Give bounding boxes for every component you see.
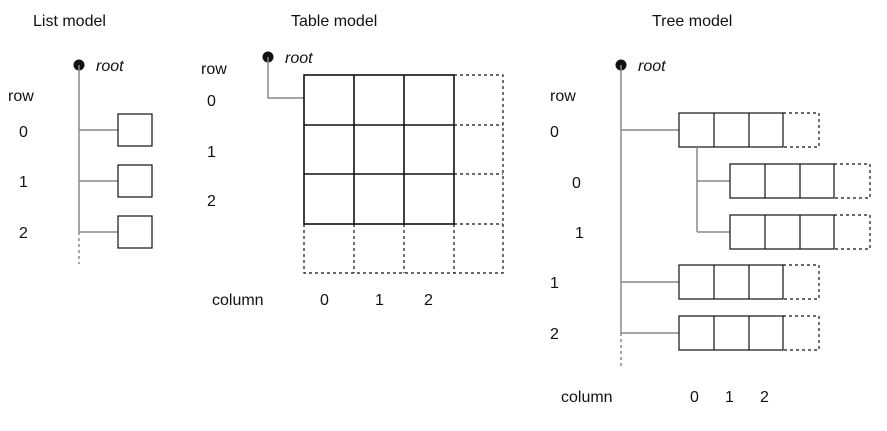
list-root-label: root (96, 58, 124, 75)
tree-column-label: 0 (690, 389, 699, 406)
table-column-label: 2 (424, 292, 433, 309)
table-column-label: 1 (375, 292, 384, 309)
tree-column-header: column (561, 389, 613, 406)
tree-column-label: 1 (725, 389, 734, 406)
table-column-header: column (212, 292, 264, 309)
table-row-label: 2 (207, 193, 216, 210)
table-root-connector (267, 57, 304, 99)
tree-row-label: 2 (550, 326, 559, 343)
tree-row-cells (729, 163, 871, 199)
list-item-cell (117, 164, 153, 198)
tree-row-cells (678, 315, 820, 351)
list-model-title: List model (33, 13, 106, 30)
list-row-header: row (8, 88, 34, 105)
tree-row-label: 0 (550, 124, 559, 141)
list-row-label: 1 (19, 174, 28, 191)
list-row-label: 0 (19, 124, 28, 141)
tree-column-label: 2 (760, 389, 769, 406)
table-grid (303, 74, 455, 225)
table-model-title: Table model (291, 13, 377, 30)
table-model: Table model root row 0 1 2 column 0 1 2 (201, 13, 504, 309)
list-row-label: 2 (19, 225, 28, 242)
tree-child-row-label: 0 (572, 175, 581, 192)
tree-row-header: row (550, 88, 576, 105)
table-row-header: row (201, 61, 227, 78)
table-row-label: 0 (207, 93, 216, 110)
tree-root-label: root (638, 58, 666, 75)
tree-row-cells (678, 112, 820, 148)
list-model: List model root row 0 1 2 (8, 13, 153, 264)
list-item-cell (117, 113, 153, 147)
tree-row-cells (729, 214, 871, 250)
tree-row-cells (678, 264, 820, 300)
table-root-label: root (285, 50, 313, 67)
list-item-cell (117, 215, 153, 249)
tree-child-row-label: 1 (575, 225, 584, 242)
table-dashed-extension (303, 74, 504, 274)
table-column-label: 0 (320, 292, 329, 309)
tree-model-title: Tree model (652, 13, 732, 30)
tree-row-label: 1 (550, 275, 559, 292)
table-row-label: 1 (207, 144, 216, 161)
tree-model: Tree model root row 0 0 1 (550, 13, 871, 406)
